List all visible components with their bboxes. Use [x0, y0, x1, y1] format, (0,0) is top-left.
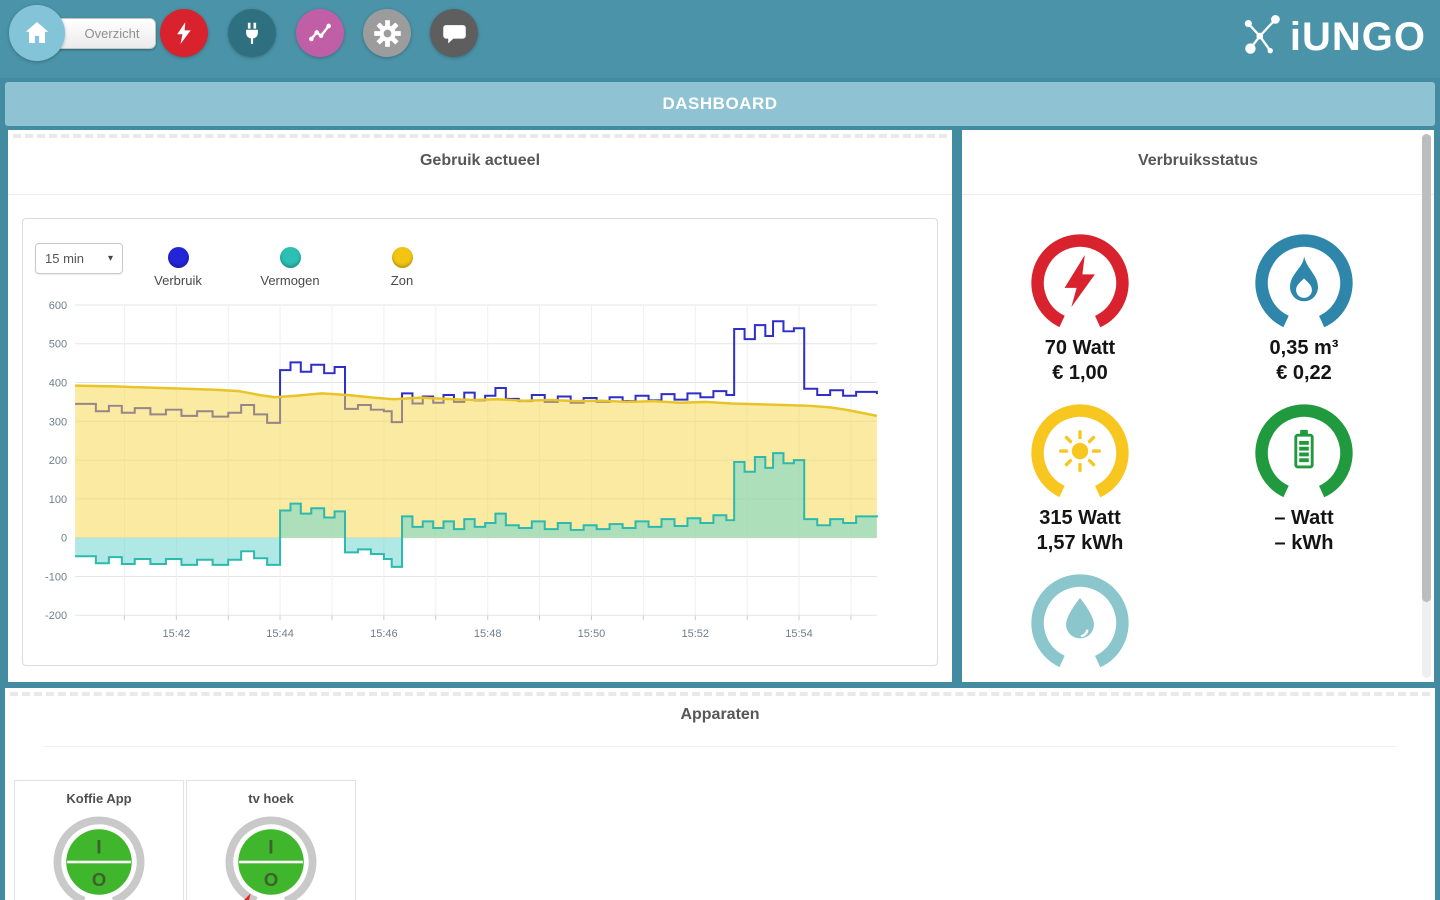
gauge-electricity: 70 Watt € 1,00: [975, 230, 1185, 400]
page-title: DASHBOARD: [662, 94, 778, 113]
battery-gauge-icon: [1255, 404, 1353, 502]
usage-panel: Gebruik actueel 15 min ▾ Verbruik Vermog…: [8, 130, 952, 682]
gauge-value: 0,35 m³: [1269, 337, 1339, 359]
plug-icon: [239, 20, 265, 46]
toggle-on-label: I: [96, 837, 101, 859]
verbruik-dot-icon: [167, 247, 189, 268]
device-card-tv-hoek: tv hoek I O: [186, 780, 356, 900]
brand-name: iUNGO: [1289, 15, 1426, 59]
gauge-gas: 0,35 m³ € 0,22: [1199, 230, 1409, 400]
overview-button[interactable]: Overzicht: [54, 18, 156, 49]
svg-text:15:44: 15:44: [266, 628, 294, 640]
gauge-cost: € 1,00: [1052, 362, 1108, 384]
chart-container: 15 min ▾ Verbruik Vermogen Zon -200 -100 0…: [22, 218, 938, 666]
legend-label: Verbruik: [154, 273, 202, 288]
network-icon: [1240, 8, 1290, 65]
svg-text:15:52: 15:52: [681, 628, 709, 640]
device-power-toggle[interactable]: I O: [51, 814, 147, 900]
svg-text:-200: -200: [45, 610, 67, 622]
svg-text:-100: -100: [45, 571, 67, 583]
home-icon: [22, 18, 52, 48]
divider: [43, 746, 1397, 747]
water-drop-gauge-icon: [1031, 574, 1129, 672]
electricity-nav-button[interactable]: [160, 9, 208, 57]
interval-select[interactable]: 15 min ▾: [35, 243, 123, 274]
legend-item-verbruik[interactable]: Verbruik: [123, 247, 233, 288]
usage-panel-title: Gebruik actueel: [419, 152, 541, 169]
dashboard-title-bar: DASHBOARD: [5, 82, 1435, 126]
legend-label: Zon: [390, 273, 414, 288]
settings-nav-button[interactable]: [363, 9, 411, 57]
brand-logo: iUNGO: [1240, 8, 1426, 65]
svg-text:15:42: 15:42: [163, 628, 191, 640]
legend-item-vermogen[interactable]: Vermogen: [235, 247, 345, 288]
toggle-off-label: O: [264, 869, 278, 890]
panel-top-dashes: [13, 134, 947, 138]
gear-icon: [373, 19, 401, 47]
svg-text:500: 500: [49, 339, 67, 351]
svg-text:300: 300: [49, 416, 67, 428]
svg-text:100: 100: [49, 494, 67, 506]
messages-nav-button[interactable]: [430, 9, 478, 57]
divider: [962, 194, 1434, 195]
gauge-energy: 1,57 kWh: [1036, 532, 1124, 554]
gauge-value: 315 Watt: [1039, 507, 1121, 529]
svg-text:15:50: 15:50: [578, 628, 606, 640]
gauge-solar: 315 Watt 1,57 kWh: [975, 400, 1185, 570]
scrollbar-thumb[interactable]: [1422, 134, 1431, 602]
gauge-value: – Watt: [1274, 507, 1334, 529]
top-toolbar: Overzicht: [0, 0, 1440, 78]
gauge-water: [975, 570, 1185, 682]
device-card-koffie-app: Koffie App I O: [14, 780, 184, 900]
status-panel: Verbruiksstatus 70 Watt € 1,00 0,35 m³ €…: [962, 130, 1434, 682]
svg-text:400: 400: [49, 378, 67, 390]
svg-text:600: 600: [49, 300, 67, 312]
gauge-cost: € 0,22: [1276, 362, 1332, 384]
home-button[interactable]: [9, 5, 65, 61]
status-panel-title: Verbruiksstatus: [1137, 152, 1259, 169]
line-chart-icon: [307, 20, 333, 46]
panel-top-dashes: [10, 692, 1430, 696]
gauge-energy: – kWh: [1274, 532, 1334, 554]
gauge-grid: 70 Watt € 1,00 0,35 m³ € 0,22: [968, 230, 1416, 682]
svg-text:15:46: 15:46: [370, 628, 398, 640]
svg-text:0: 0: [61, 533, 67, 545]
vermogen-dot-icon: [279, 247, 301, 268]
plug-nav-button[interactable]: [228, 9, 276, 57]
toggle-off-label: O: [92, 869, 106, 890]
device-name: Koffie App: [66, 791, 132, 806]
usage-chart: -200 -100 0 100 200 300 400 500 600 15:42 15:44 15:…: [45, 300, 878, 640]
interval-select-value: 15 min: [45, 251, 85, 266]
overview-label: Overzicht: [84, 26, 140, 41]
electricity-gauge-icon: [1031, 234, 1129, 332]
scrollbar[interactable]: [1422, 134, 1431, 678]
svg-text:15:54: 15:54: [785, 628, 813, 640]
legend-item-zon[interactable]: Zon: [347, 247, 457, 288]
svg-text:15:48: 15:48: [474, 628, 502, 640]
gauge-battery: – Watt – kWh: [1199, 400, 1409, 570]
gas-flame-gauge-icon: [1255, 234, 1353, 332]
sun-gauge-icon: [1031, 404, 1129, 502]
devices-panel: Apparaten Koffie App I O tv hoek I O: [5, 688, 1435, 900]
divider: [8, 194, 952, 195]
zon-dot-icon: [391, 247, 413, 268]
devices-panel-title: Apparaten: [680, 706, 760, 723]
lightning-icon: [171, 20, 197, 46]
legend-label: Vermogen: [260, 273, 320, 288]
chat-bubble-icon: [441, 20, 468, 47]
energy-chart-nav-button[interactable]: [296, 9, 344, 57]
gauge-value: 70 Watt: [1044, 337, 1116, 359]
device-power-toggle[interactable]: I O: [223, 814, 319, 900]
svg-text:200: 200: [49, 455, 67, 467]
toggle-on-label: I: [268, 837, 273, 859]
chevron-down-icon: ▾: [107, 253, 113, 264]
device-name: tv hoek: [248, 791, 294, 806]
